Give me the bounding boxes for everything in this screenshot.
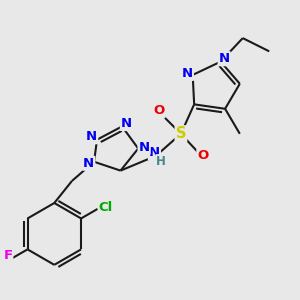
Text: N: N [182, 67, 193, 80]
Text: H: H [156, 155, 166, 168]
Text: N: N [86, 130, 97, 143]
Text: N: N [83, 157, 94, 170]
Text: O: O [197, 149, 208, 162]
Text: F: F [3, 249, 12, 262]
Text: N: N [149, 146, 160, 159]
Text: N: N [139, 141, 150, 154]
Text: O: O [153, 104, 164, 117]
Text: S: S [176, 126, 186, 141]
Text: N: N [219, 52, 230, 65]
Text: Cl: Cl [99, 201, 113, 214]
Text: N: N [121, 117, 132, 130]
